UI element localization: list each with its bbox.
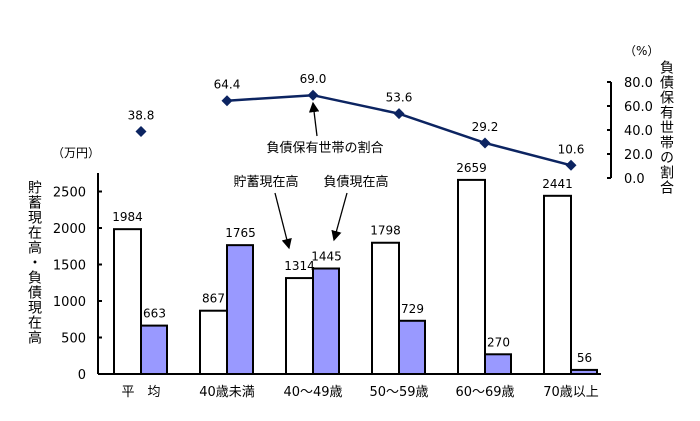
savings-bar bbox=[457, 178, 486, 375]
right-tick-label: 80.0 bbox=[624, 76, 653, 91]
right-tick-label: 20.0 bbox=[624, 148, 653, 163]
right-tick-label: 60.0 bbox=[624, 100, 653, 115]
right-axis-unit: （%） bbox=[624, 44, 660, 58]
left-tick-label: 1000 bbox=[53, 295, 86, 310]
left-tick-label: 1500 bbox=[53, 259, 86, 274]
ratio-marker-diamond bbox=[479, 137, 491, 149]
left-axis-title: 貯蓄現在高・負債現在高 bbox=[26, 180, 42, 345]
debt-bar bbox=[570, 368, 598, 375]
ratio-marker-diamond bbox=[135, 125, 147, 137]
annotation-ratio-label: 負債保有世帯の割合 bbox=[266, 140, 383, 156]
left-tick-label: 500 bbox=[61, 332, 86, 347]
right-tick-label: 0.0 bbox=[624, 172, 645, 187]
debt-bar bbox=[312, 267, 340, 376]
annotation-savings-arrow bbox=[274, 192, 292, 250]
debt-value-label: 729 bbox=[401, 302, 424, 316]
debt-value-label: 663 bbox=[143, 307, 166, 321]
ratio-value-label: 29.2 bbox=[472, 120, 499, 134]
right-axis-title: 負債保有世帯の割合 bbox=[658, 60, 674, 195]
left-tick-label: 2000 bbox=[53, 222, 86, 237]
ratio-value-label: 64.4 bbox=[214, 78, 241, 92]
savings-value-label: 2441 bbox=[542, 177, 573, 191]
debt-bar bbox=[398, 319, 426, 375]
annotation-debt-label: 負債現在高 bbox=[323, 174, 388, 190]
category-label: 50～59歳 bbox=[369, 385, 428, 400]
savings-value-label: 2659 bbox=[456, 161, 487, 175]
savings-value-label: 1984 bbox=[112, 210, 143, 224]
debt-value-label: 56 bbox=[577, 351, 592, 365]
savings-value-label: 1314 bbox=[284, 259, 315, 273]
left-tick-label: 2500 bbox=[53, 186, 86, 201]
savings-bar bbox=[113, 228, 142, 375]
savings-bar bbox=[199, 309, 228, 376]
ratio-value-label: 38.8 bbox=[128, 108, 155, 122]
savings-bar bbox=[285, 277, 314, 375]
savings-value-label: 867 bbox=[202, 292, 225, 306]
ratio-value-label: 69.0 bbox=[300, 72, 327, 86]
annotation-savings-label: 貯蓄現在高 bbox=[233, 174, 298, 190]
category-label: 60～69歳 bbox=[455, 385, 514, 400]
debt-value-label: 270 bbox=[487, 335, 510, 349]
debt-bar bbox=[484, 353, 512, 376]
ratio-marker-diamond bbox=[307, 89, 319, 101]
category-label: 70歳以上 bbox=[543, 385, 599, 400]
category-label: 平 均 bbox=[121, 385, 160, 400]
ratio-marker-diamond bbox=[393, 108, 405, 120]
category-label: 40歳未満 bbox=[199, 385, 255, 400]
annotation-debt-arrow bbox=[331, 192, 348, 242]
left-axis-unit: （万円） bbox=[52, 146, 101, 160]
left-tick-label: 0 bbox=[78, 368, 86, 383]
savings-value-label: 1798 bbox=[370, 224, 401, 238]
savings-bar bbox=[543, 194, 572, 375]
ratio-value-label: 53.6 bbox=[386, 91, 413, 105]
debt-bar bbox=[226, 244, 254, 375]
savings-bar bbox=[371, 241, 400, 375]
debt-value-label: 1445 bbox=[311, 250, 342, 264]
ratio-marker-diamond bbox=[221, 95, 233, 107]
annotation-ratio-arrow bbox=[308, 101, 320, 137]
category-label: 40～49歳 bbox=[283, 385, 342, 400]
debt-bar bbox=[140, 324, 168, 376]
ratio-value-label: 10.6 bbox=[558, 142, 585, 156]
ratio-marker-diamond bbox=[565, 159, 577, 171]
right-tick-label: 40.0 bbox=[624, 124, 653, 139]
debt-value-label: 1765 bbox=[225, 226, 256, 240]
